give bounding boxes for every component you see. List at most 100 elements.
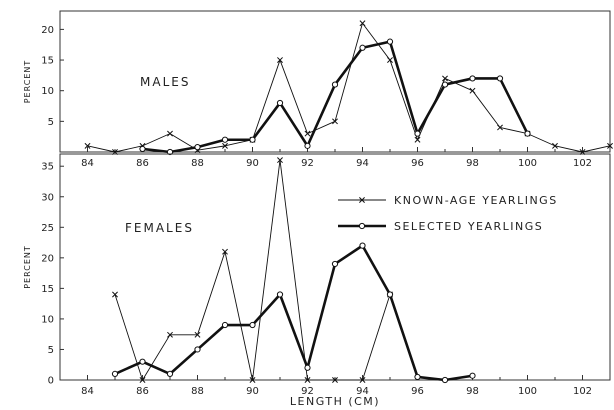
selected-point <box>111 370 119 377</box>
known-age-point <box>139 377 146 383</box>
x-tick-label: 88 <box>191 158 204 169</box>
x-tick-label: 98 <box>466 158 479 169</box>
legend: KNOWN-AGE YEARLINGS SELECTED YEARLINGS <box>338 194 556 233</box>
y-tick-label: 10 <box>41 86 54 97</box>
series-line-known-age <box>87 22 611 153</box>
series-line-selected <box>114 244 473 382</box>
selected-point <box>221 321 229 329</box>
known-age-point <box>359 20 366 27</box>
x-tick-label: 94 <box>356 158 369 169</box>
y-tick-label: 20 <box>41 25 54 36</box>
known-age-point <box>277 157 283 164</box>
x-tick-label: 92 <box>301 158 314 169</box>
selected-point <box>359 242 366 249</box>
selected-point <box>166 148 174 156</box>
y-tick-label: 5 <box>48 117 54 128</box>
x-tick-label: 96 <box>411 158 424 169</box>
known-age-point <box>387 57 393 63</box>
x-tick-label: 98 <box>466 386 479 397</box>
y-tick-label: 5 <box>48 345 54 356</box>
x-tick-label: 84 <box>81 386 94 397</box>
x-tick-label: 94 <box>356 386 369 397</box>
x-tick-label: 100 <box>518 386 537 397</box>
y-tick-label: 15 <box>41 284 54 295</box>
males-series <box>84 20 613 156</box>
selected-point <box>441 81 449 88</box>
selected-point <box>386 38 394 45</box>
males-y-axis: 5 10 15 20 <box>41 25 64 128</box>
known-age-point <box>249 377 256 383</box>
selected-point <box>139 145 146 153</box>
females-panel-label: FEMALES <box>125 221 194 235</box>
females-panel: 0 5 10 15 20 25 30 35 84 86 88 90 92 94 96 98 100 102 PE… <box>23 153 611 408</box>
x-tick-label: 90 <box>246 386 259 397</box>
known-age-point <box>304 130 311 137</box>
females-y-axis-label: PERCENT <box>23 245 32 289</box>
known-age-point <box>359 377 366 383</box>
y-tick-label: 10 <box>41 314 54 325</box>
selected-point <box>276 99 284 107</box>
y-tick-label: 15 <box>41 56 54 67</box>
selected-point <box>331 260 339 268</box>
known-age-point <box>469 87 476 94</box>
males-panel: 5 10 15 20 84 86 88 90 92 94 96 98 100 102 PERCENT M… <box>23 10 613 169</box>
x-tick-label: 96 <box>411 386 424 397</box>
known-age-point <box>304 377 311 383</box>
x-tick-label: 90 <box>246 158 259 169</box>
selected-point <box>331 81 339 88</box>
selected-point <box>386 291 394 298</box>
known-age-point <box>167 331 173 338</box>
males-panel-label: MALES <box>140 75 190 89</box>
known-age-point <box>414 136 421 143</box>
y-tick-label: 20 <box>41 253 54 264</box>
x-tick-label: 84 <box>81 158 94 169</box>
selected-point <box>469 372 476 379</box>
y-tick-label: 25 <box>41 223 54 234</box>
series-line-known-age <box>114 159 391 381</box>
selected-point <box>221 136 229 143</box>
selected-point <box>249 136 256 143</box>
known-age-point <box>84 142 91 149</box>
females-y-axis: 0 5 10 15 20 25 30 35 <box>41 162 64 387</box>
y-tick-label: 30 <box>41 192 54 203</box>
known-age-point <box>552 142 558 149</box>
males-y-axis-label: PERCENT <box>23 60 32 104</box>
known-age-point <box>194 331 201 338</box>
selected-point <box>496 75 504 82</box>
x-tick-label: 100 <box>518 158 537 169</box>
legend-label-selected: SELECTED YEARLINGS <box>394 220 543 233</box>
selected-point <box>304 142 311 149</box>
selected-point <box>469 75 476 82</box>
known-age-point <box>112 291 118 298</box>
x-tick-label: 92 <box>301 386 314 397</box>
legend-swatch-known-age <box>338 197 386 203</box>
x-axis-label: LENGTH (CM) <box>290 395 380 408</box>
males-x-axis: 84 86 88 90 92 94 96 98 100 102 <box>81 147 592 169</box>
selected-point <box>194 143 201 151</box>
known-age-point <box>497 124 503 131</box>
known-age-point <box>167 130 173 137</box>
x-tick-label: 102 <box>573 158 592 169</box>
legend-entry-selected: SELECTED YEARLINGS <box>338 220 543 233</box>
legend-swatch-selected <box>338 222 386 230</box>
y-tick-label: 35 <box>41 162 54 173</box>
selected-point <box>414 373 421 381</box>
legend-entry-known-age: KNOWN-AGE YEARLINGS <box>338 194 556 207</box>
selected-point <box>194 346 201 353</box>
known-age-point <box>332 118 338 125</box>
known-age-point <box>222 142 228 149</box>
selected-point <box>441 376 449 384</box>
selected-point <box>304 364 311 371</box>
known-age-point <box>442 75 448 82</box>
x-tick-label: 86 <box>136 386 149 397</box>
selected-point <box>414 130 421 137</box>
x-tick-label: 102 <box>573 386 592 397</box>
known-age-point <box>332 377 338 383</box>
selected-point <box>524 130 531 137</box>
selected-point <box>249 321 256 329</box>
females-series <box>111 157 476 384</box>
selected-point <box>359 44 366 51</box>
known-age-point <box>277 57 283 63</box>
y-tick-label: 0 <box>48 376 54 387</box>
